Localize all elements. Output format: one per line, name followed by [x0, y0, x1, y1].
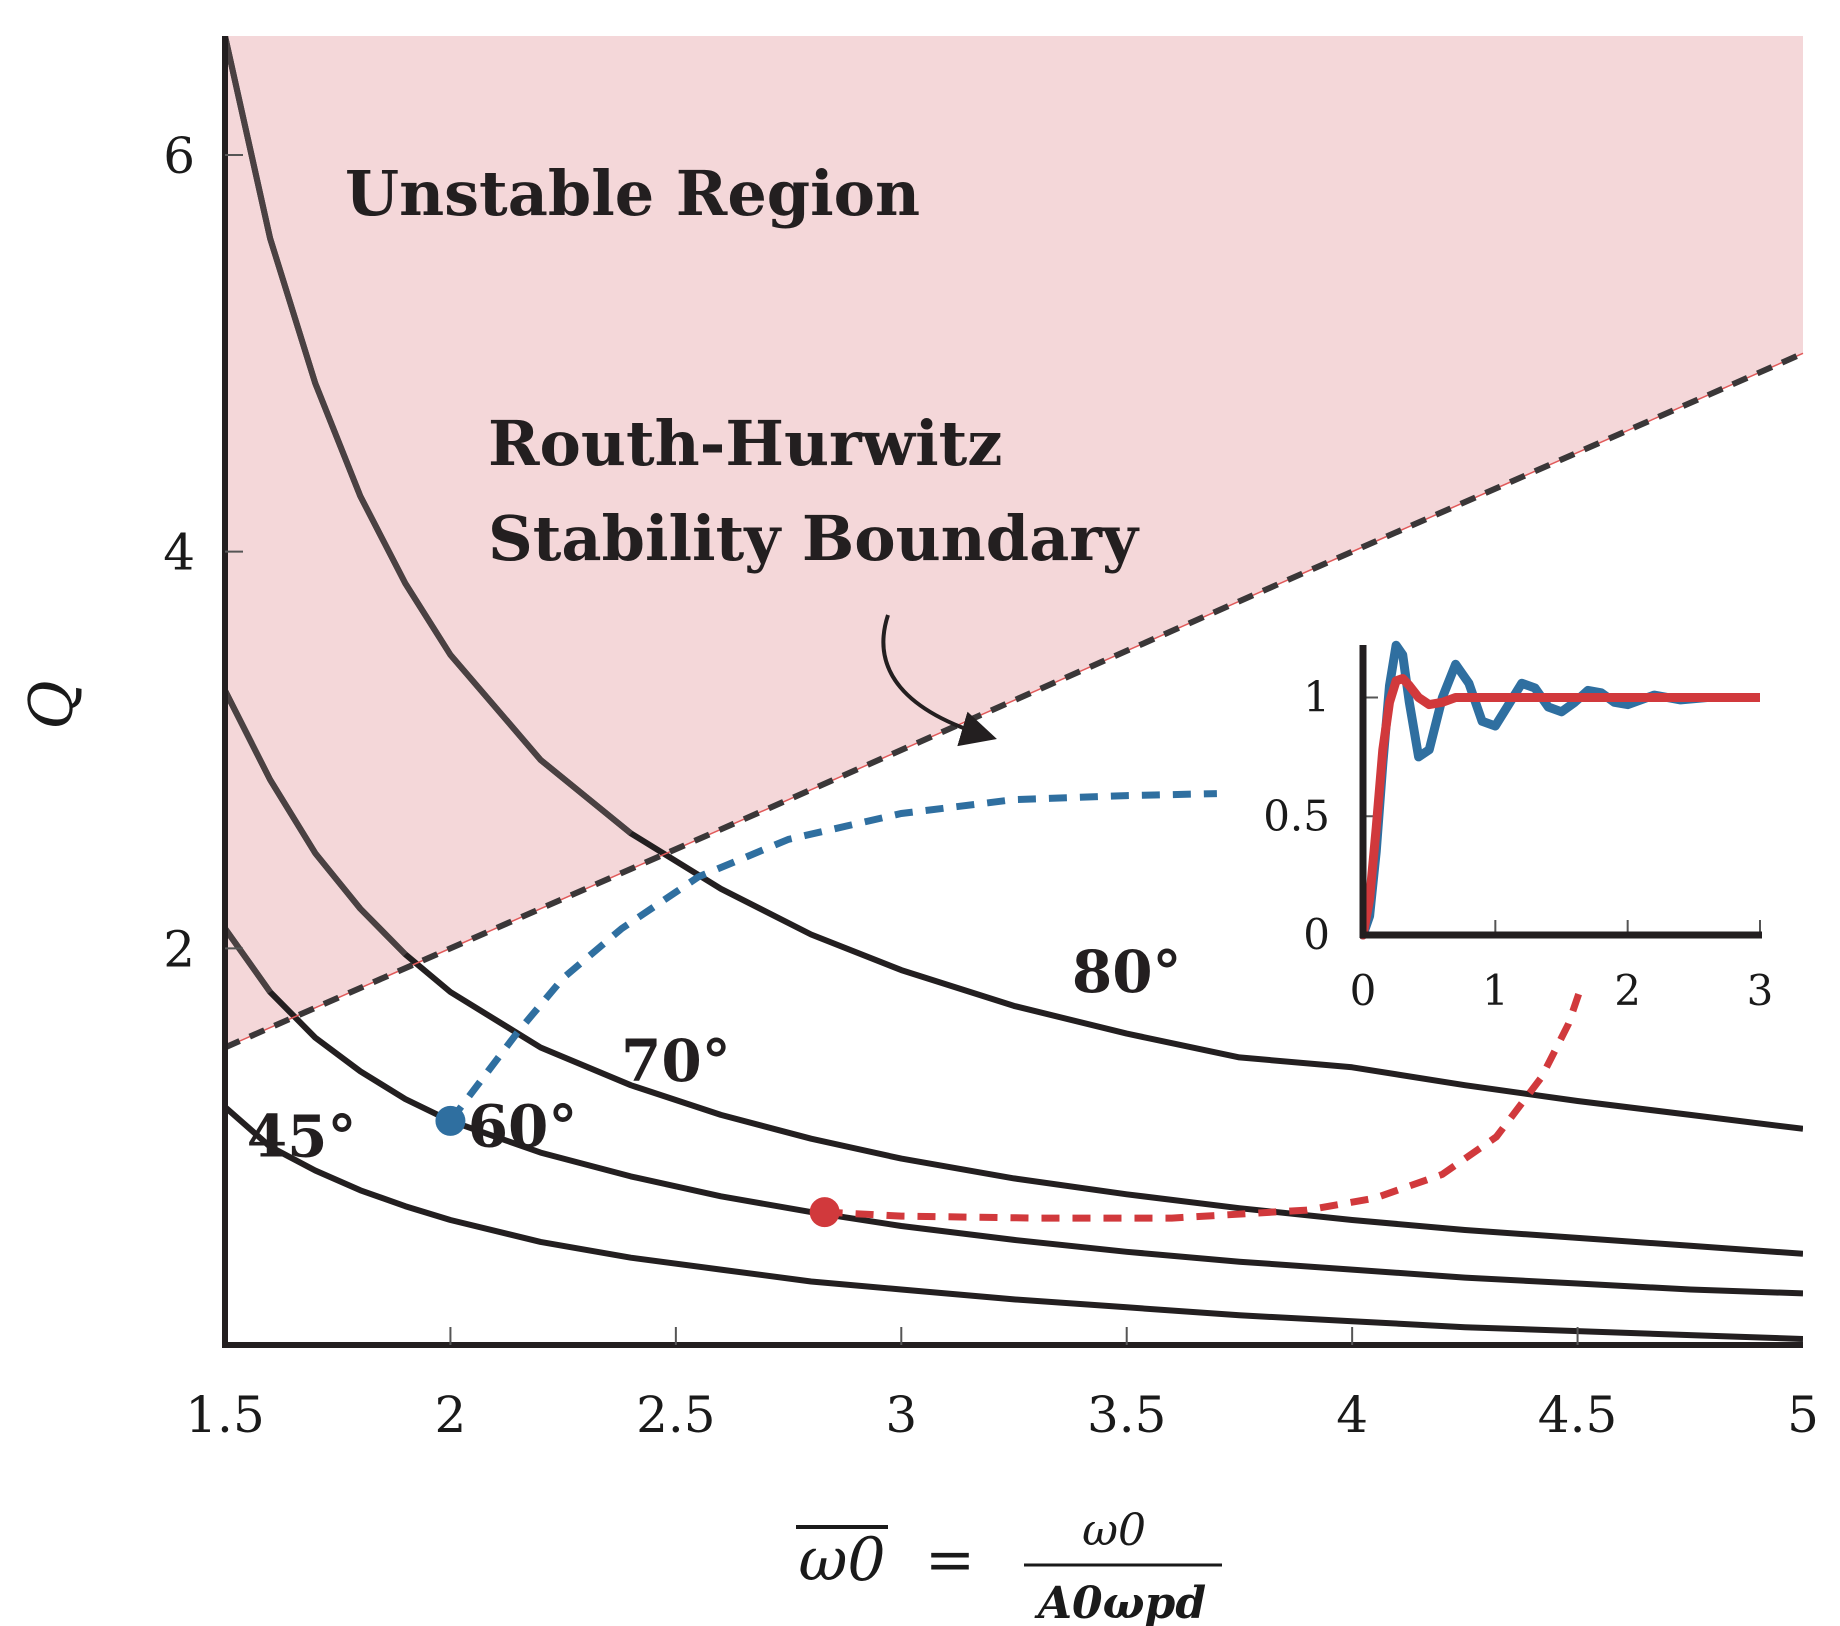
x-label-numerator: ω0 [1082, 1505, 1146, 1556]
x-tick-label: 3 [885, 1386, 917, 1444]
boundary-label-line1: Routh-Hurwitz [488, 407, 1003, 480]
y-axis-label: Q [17, 680, 87, 729]
red-step-response [1360, 674, 1760, 940]
unstable-region [225, 36, 1803, 1048]
phase-curve-1 [223, 1104, 1803, 1342]
x-tick-label: 4.5 [1538, 1386, 1618, 1444]
x-label-denominator: A0ωpd [1034, 1578, 1206, 1626]
y-tick-label: 6 [163, 127, 195, 185]
inset-y-tick-label: 0.5 [1263, 791, 1330, 840]
x-label-equals: = [925, 1525, 975, 1595]
phase-label: 60° [468, 1093, 578, 1161]
phase-curve-unstable-part-4 [223, 36, 633, 836]
boundary-arrow [881, 614, 997, 747]
boundary-label-line2: Stability Boundary [488, 502, 1140, 575]
inset-chart: 0 1 2 3 0 0.5 1 [1263, 640, 1773, 1016]
y-ticks: 2 4 6 [163, 127, 243, 978]
phase-labels: 45° 60° 70° 80° [247, 938, 1182, 1171]
stability-boundary [223, 350, 1805, 1051]
x-tick-label: 3.5 [1087, 1386, 1167, 1444]
x-tick-label: 5 [1787, 1386, 1819, 1444]
blue-point [435, 1105, 466, 1136]
inset-y-tick-label: 1 [1303, 673, 1330, 722]
x-tick-label: 2.5 [636, 1386, 716, 1444]
x-tick-label: 2 [435, 1386, 467, 1444]
x-label-lhs: ω0 [798, 1525, 885, 1595]
blue-step-response [1360, 640, 1760, 940]
inset-y-tick-label: 0 [1303, 910, 1330, 959]
phase-curves [223, 36, 1803, 1342]
inset-x-tick-label: 1 [1482, 966, 1509, 1015]
y-tick-label: 2 [163, 920, 195, 978]
y-tick-label: 4 [163, 524, 195, 582]
inset-ticks: 0 1 2 3 0 0.5 1 [1263, 673, 1773, 1016]
red-point [809, 1197, 840, 1228]
x-ticks: 1.5 2 2.5 3 3.5 4 4.5 5 [185, 1327, 1819, 1444]
phase-curve-unstable-part-2 [223, 926, 273, 994]
x-tick-label: 4 [1336, 1386, 1368, 1444]
axes [222, 36, 1803, 1348]
phase-label: 80° [1072, 938, 1182, 1006]
unstable-region-label: Unstable Region [345, 157, 920, 230]
blue-trajectory [447, 790, 1217, 1124]
x-axis-label: ω0 = ω0 A0ωpd [796, 1505, 1222, 1626]
phase-label: 45° [247, 1103, 357, 1171]
trajectories [435, 790, 1586, 1228]
x-tick-label: 1.5 [185, 1386, 265, 1444]
boundary-dashed-line [223, 350, 1805, 1051]
red-trajectory [824, 982, 1586, 1222]
inset-x-tick-label: 3 [1747, 966, 1774, 1015]
inset-series [1360, 640, 1760, 940]
inset-x-tick-label: 2 [1614, 966, 1641, 1015]
inset-x-tick-label: 0 [1350, 966, 1377, 1015]
phase-label: 70° [621, 1027, 731, 1095]
phase-curve-unstable-part-3 [223, 689, 408, 957]
